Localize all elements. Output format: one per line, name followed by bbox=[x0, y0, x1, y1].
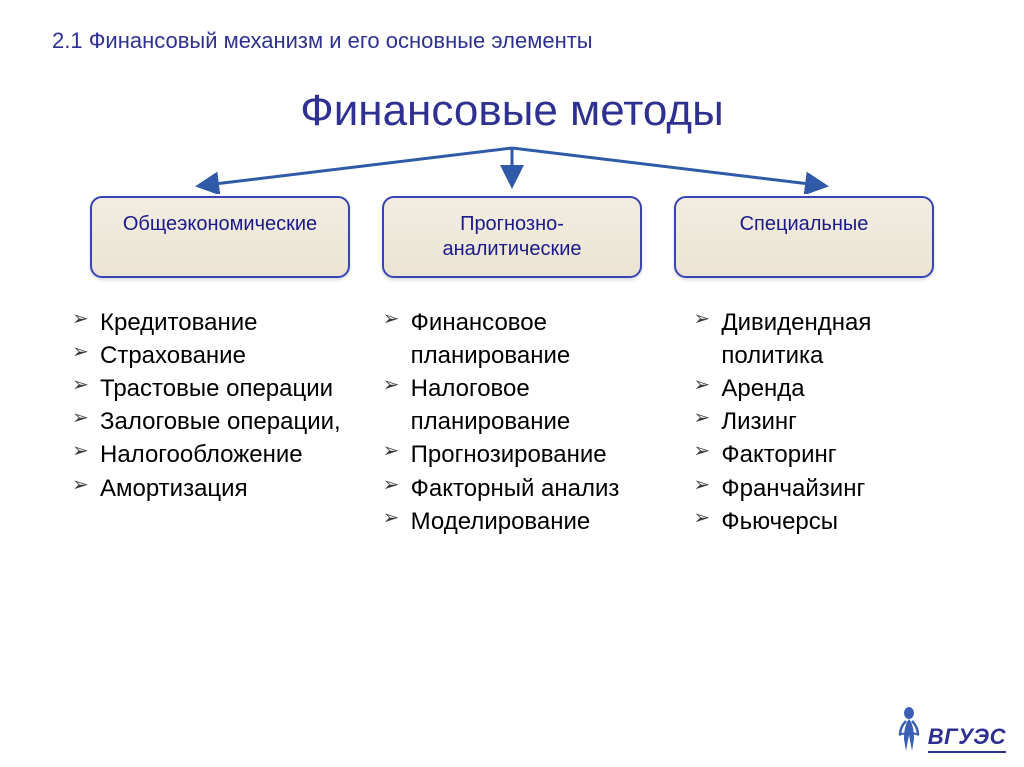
list-c2: Финансовое планированиеНалоговое планиро… bbox=[383, 306, 664, 538]
list-item: Аренда bbox=[693, 372, 974, 405]
section-header: 2.1 Финансовый механизм и его основные э… bbox=[0, 0, 1024, 54]
list-item: Фьючерсы bbox=[693, 505, 974, 538]
list-item: Моделирование bbox=[383, 505, 664, 538]
list-item: Залоговые операции, bbox=[72, 405, 353, 438]
list-item: Налогообложение bbox=[72, 438, 353, 471]
list-item: Франчайзинг bbox=[693, 472, 974, 505]
logo-figure-icon bbox=[894, 705, 924, 753]
list-item: Трастовые операции bbox=[72, 372, 353, 405]
col-general-economic: КредитованиеСтрахованиеТрастовые операци… bbox=[72, 306, 353, 538]
box-general-economic: Общеэкономические bbox=[90, 196, 350, 278]
col-special: Дивидендная политикаАрендаЛизингФакторин… bbox=[693, 306, 974, 538]
category-boxes: Общеэкономические Прогнозно- аналитическ… bbox=[0, 196, 1024, 278]
lists-row: КредитованиеСтрахованиеТрастовые операци… bbox=[0, 278, 1024, 538]
list-item: Прогнозирование bbox=[383, 438, 664, 471]
list-c1: КредитованиеСтрахованиеТрастовые операци… bbox=[72, 306, 353, 505]
col-forecast-analytical: Финансовое планированиеНалоговое планиро… bbox=[383, 306, 664, 538]
list-item: Кредитование bbox=[72, 306, 353, 339]
list-item: Лизинг bbox=[693, 405, 974, 438]
box-forecast-analytical: Прогнозно- аналитические bbox=[382, 196, 642, 278]
list-item: Дивидендная политика bbox=[693, 306, 974, 372]
list-item: Финансовое планирование bbox=[383, 306, 664, 372]
footer-logo: ВГУЭС bbox=[894, 705, 1006, 753]
branch-arrows bbox=[0, 144, 1024, 194]
page-title: Финансовые методы bbox=[0, 86, 1024, 136]
box-special: Специальные bbox=[674, 196, 934, 278]
list-item: Факторинг bbox=[693, 438, 974, 471]
list-item: Амортизация bbox=[72, 472, 353, 505]
list-item: Налоговое планирование bbox=[383, 372, 664, 438]
logo-text: ВГУЭС bbox=[928, 724, 1006, 753]
list-item: Факторный анализ bbox=[383, 472, 664, 505]
list-item: Страхование bbox=[72, 339, 353, 372]
list-c3: Дивидендная политикаАрендаЛизингФакторин… bbox=[693, 306, 974, 538]
